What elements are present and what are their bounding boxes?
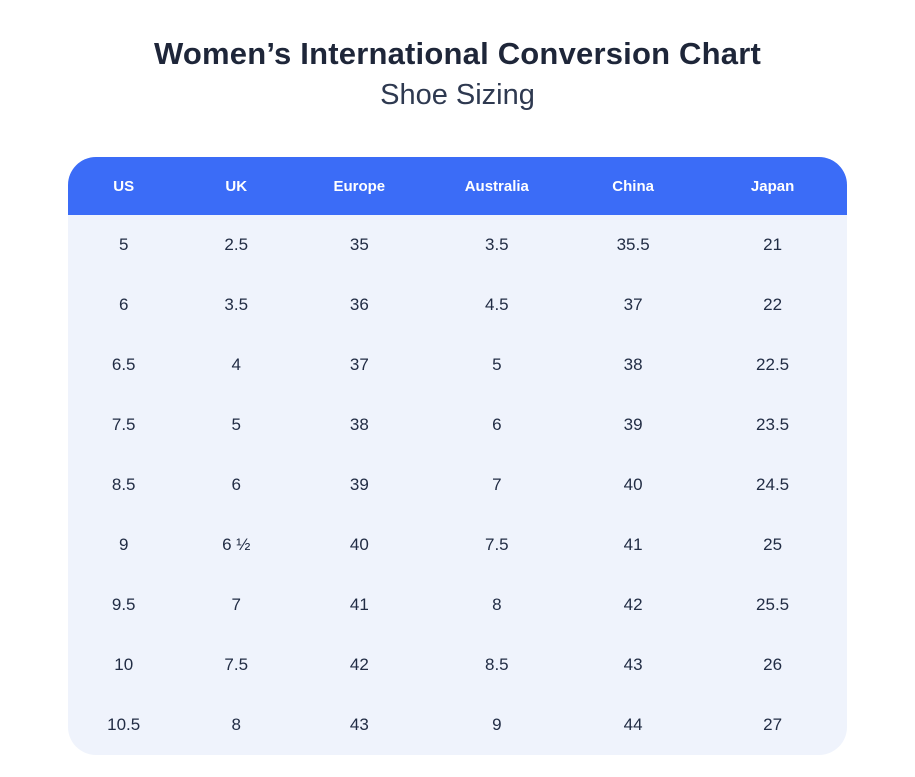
table-cell: 6 — [492, 415, 502, 434]
table-cell: 43 — [349, 715, 369, 734]
table-cell: 42 — [349, 655, 369, 674]
table-row: 5 2.5 35 3.5 35.5 21 — [68, 215, 847, 275]
table-cell: 7 — [231, 595, 241, 614]
table-cell: 8 — [231, 715, 241, 734]
table-cell: 21 — [763, 235, 783, 254]
table-cell: 7.5 — [111, 415, 136, 434]
table-cell: 38 — [623, 355, 643, 374]
table-cell: 3.5 — [484, 235, 509, 254]
table-cell: 39 — [623, 415, 643, 434]
table-row: 10 7.5 42 8.5 43 26 — [68, 635, 847, 695]
table-cell: 37 — [349, 355, 369, 374]
table-cell: 25.5 — [756, 595, 790, 614]
table-cell: 42 — [623, 595, 643, 614]
page-title: Women’s International Conversion Chart — [153, 36, 761, 71]
table-cell: 5 — [492, 355, 502, 374]
table-cell: 44 — [623, 715, 643, 734]
table-cell: 9.5 — [111, 595, 136, 614]
column-header-uk: UK — [225, 177, 248, 195]
table-header-row: US UK Europe Australia China Japan — [68, 157, 847, 215]
table-cell: 22 — [763, 295, 783, 314]
table-cell: 37 — [623, 295, 643, 314]
table-row: 7.5 5 38 6 39 23.5 — [68, 395, 847, 455]
table-cell: 4.5 — [484, 295, 509, 314]
column-header-china: China — [612, 177, 654, 195]
column-header-australia: Australia — [464, 177, 529, 195]
table-cell: 8.5 — [111, 475, 136, 494]
table-head: US UK Europe Australia China Japan — [68, 157, 847, 215]
table-row: 6.5 4 37 5 38 22.5 — [68, 335, 847, 395]
table-cell: 35.5 — [616, 235, 650, 254]
table-cell: 6 — [118, 295, 129, 314]
column-header-japan: Japan — [750, 177, 795, 195]
table-cell: 4 — [231, 355, 241, 374]
page-subtitle: Shoe Sizing — [380, 79, 535, 111]
table-cell: 7.5 — [224, 655, 249, 674]
table-cell: 36 — [349, 295, 369, 314]
table-cell: 39 — [349, 475, 369, 494]
table-body: 5 2.5 35 3.5 35.5 21 6 3.5 36 4.5 37 22 6.5 4 37 5 38 22.… — [68, 215, 847, 755]
table-cell: 23.5 — [756, 415, 790, 434]
table-cell: 27 — [763, 715, 783, 734]
table-cell: 6 ½ — [222, 535, 251, 554]
table-cell: 5 — [231, 415, 241, 434]
table-cell: 22.5 — [756, 355, 790, 374]
table-cell: 6 — [231, 475, 241, 494]
table-cell: 25 — [763, 535, 783, 554]
table-row: 9.5 7 41 8 42 25.5 — [68, 575, 847, 635]
table-row: 8.5 6 39 7 40 24.5 — [68, 455, 847, 515]
table-cell: 40 — [623, 475, 643, 494]
table-cell: 9 — [492, 715, 502, 734]
table-cell: 35 — [349, 235, 369, 254]
column-header-us: US — [113, 177, 135, 195]
table-cell: 38 — [349, 415, 369, 434]
table-cell: 41 — [349, 595, 369, 614]
conversion-table: US UK Europe Australia China Japan 5 2.5 35 3.5 3… — [68, 157, 847, 755]
table-cell: 8 — [492, 595, 502, 614]
table-cell: 40 — [349, 535, 369, 554]
conversion-table-container: US UK Europe Australia China Japan 5 2.5 35 3.5 3… — [68, 157, 847, 755]
table-cell: 26 — [763, 655, 783, 674]
table-cell: 10 — [114, 655, 134, 674]
column-header-europe: Europe — [333, 177, 386, 195]
table-cell: 6.5 — [111, 355, 136, 374]
table-cell: 5 — [118, 235, 129, 254]
table-row: 9 6 ½ 40 7.5 41 25 — [68, 515, 847, 575]
table-cell: 8.5 — [484, 655, 509, 674]
table-row: 6 3.5 36 4.5 37 22 — [68, 275, 847, 335]
table-cell: 2.5 — [224, 235, 249, 254]
table-cell: 9 — [118, 535, 129, 554]
table-cell: 41 — [623, 535, 643, 554]
table-row: 10.5 8 43 9 44 27 — [68, 695, 847, 755]
table-cell: 7 — [492, 475, 502, 494]
page-header: Women’s International Conversion Chart S… — [0, 0, 915, 112]
table-cell: 7.5 — [484, 535, 509, 554]
table-cell: 3.5 — [224, 295, 249, 314]
table-cell: 10.5 — [107, 715, 141, 734]
table-cell: 43 — [623, 655, 643, 674]
table-cell: 24.5 — [756, 475, 790, 494]
